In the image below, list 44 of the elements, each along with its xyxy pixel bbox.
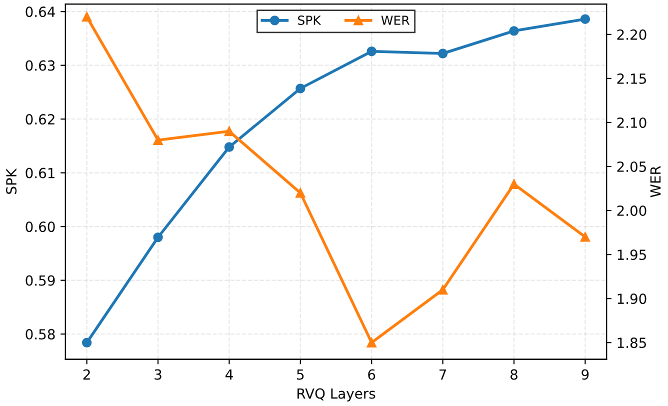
legend-label: SPK	[298, 16, 322, 25]
y-tick-label: 0.58	[26, 329, 55, 340]
x-tick-label: 6	[368, 369, 376, 380]
point	[153, 135, 163, 145]
point	[296, 188, 306, 198]
x-tick-label: 4	[225, 369, 233, 380]
x-tick-label: 2	[83, 369, 90, 380]
y-tick-label: 0.63	[26, 60, 55, 71]
point	[580, 14, 590, 24]
x-tick-label: 8	[510, 369, 518, 380]
y2-tick-label: 2.05	[617, 161, 646, 172]
y-tick-label: 0.62	[26, 114, 54, 125]
point	[366, 338, 376, 348]
point	[580, 232, 590, 242]
point	[224, 142, 234, 152]
legend-label: WER	[381, 16, 410, 25]
x-tick-label: 3	[154, 369, 162, 380]
y2-tick-label: 2.15	[617, 73, 646, 84]
x-tick-label: 9	[582, 369, 589, 380]
point	[82, 338, 92, 348]
point	[509, 26, 519, 36]
y-tick-label: 0.60	[26, 222, 55, 232]
point	[438, 48, 448, 58]
x-axis-title: RVQ Layers	[298, 388, 376, 402]
y-tick-label: 0.59	[26, 275, 55, 286]
point	[366, 46, 376, 56]
y2-axis-title: WER	[650, 166, 661, 198]
point	[224, 126, 234, 136]
point	[438, 284, 448, 295]
point	[296, 84, 306, 94]
y2-tick-label: 1.85	[618, 338, 646, 348]
x-tick-label: 7	[440, 369, 446, 380]
y-axis-title: SPK	[6, 168, 17, 194]
y-tick-label: 0.61	[26, 168, 54, 178]
point	[509, 179, 519, 189]
x-tick-label: 5	[297, 369, 304, 380]
point	[82, 12, 92, 22]
y2-tick-label: 2.20	[617, 29, 646, 40]
point	[153, 232, 163, 242]
y2-tick-label: 2.00	[617, 205, 646, 216]
y-tick-label: 0.64	[26, 6, 55, 18]
y2-tick-label: 1.95	[618, 250, 646, 260]
y2-tick-label: 2.10	[617, 117, 646, 128]
y2-tick-label: 1.90	[618, 294, 646, 304]
